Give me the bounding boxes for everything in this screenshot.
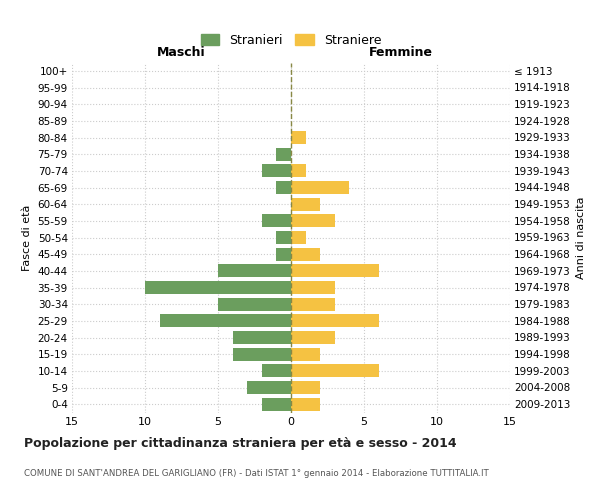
Bar — [277, 181, 291, 194]
Bar — [262, 398, 291, 410]
Bar — [291, 298, 335, 310]
Bar — [277, 248, 291, 260]
Bar — [291, 231, 305, 244]
Text: Maschi: Maschi — [157, 46, 206, 59]
Bar — [291, 264, 379, 278]
Y-axis label: Fasce di età: Fasce di età — [22, 204, 32, 270]
Bar — [218, 264, 291, 278]
Y-axis label: Anni di nascita: Anni di nascita — [577, 196, 586, 278]
Bar — [291, 164, 305, 177]
Bar — [291, 314, 379, 328]
Bar — [291, 281, 335, 294]
Legend: Stranieri, Straniere: Stranieri, Straniere — [196, 28, 386, 52]
Bar — [233, 331, 291, 344]
Bar — [291, 248, 320, 260]
Bar — [277, 148, 291, 160]
Bar — [262, 164, 291, 177]
Bar — [262, 364, 291, 378]
Text: Popolazione per cittadinanza straniera per età e sesso - 2014: Popolazione per cittadinanza straniera p… — [24, 438, 457, 450]
Bar — [291, 131, 305, 144]
Bar — [291, 398, 320, 410]
Bar — [291, 214, 335, 228]
Bar — [247, 381, 291, 394]
Bar — [291, 348, 320, 360]
Bar — [277, 231, 291, 244]
Text: COMUNE DI SANT'ANDREA DEL GARIGLIANO (FR) - Dati ISTAT 1° gennaio 2014 - Elabora: COMUNE DI SANT'ANDREA DEL GARIGLIANO (FR… — [24, 468, 489, 477]
Bar — [262, 214, 291, 228]
Bar — [160, 314, 291, 328]
Bar — [233, 348, 291, 360]
Bar — [218, 298, 291, 310]
Bar — [291, 331, 335, 344]
Bar — [145, 281, 291, 294]
Bar — [291, 381, 320, 394]
Bar — [291, 181, 349, 194]
Bar — [291, 364, 379, 378]
Text: Femmine: Femmine — [368, 46, 433, 59]
Bar — [291, 198, 320, 210]
